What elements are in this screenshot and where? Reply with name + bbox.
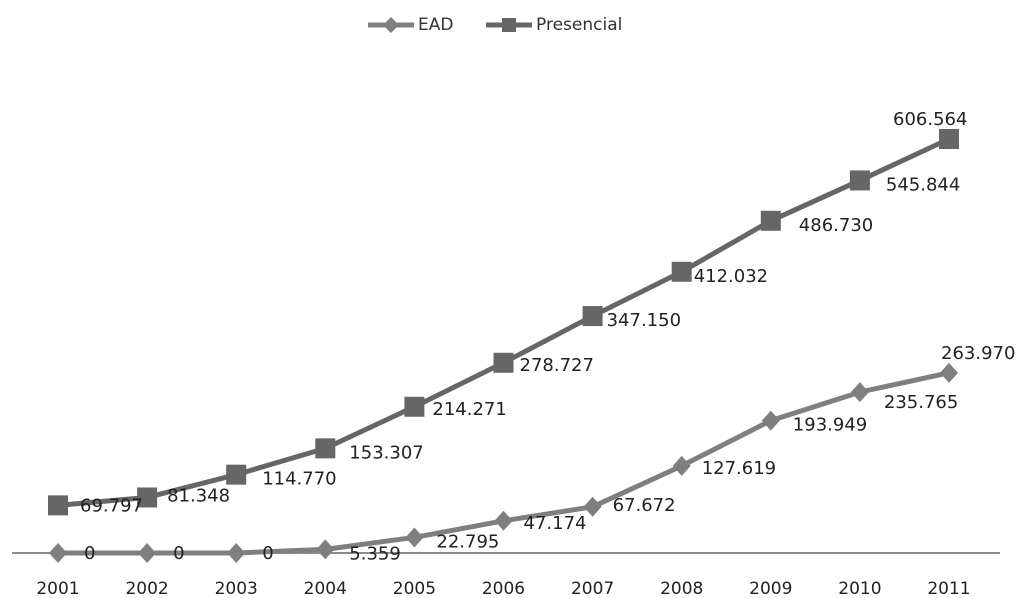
- x-tick-label: 2005: [393, 579, 436, 598]
- ead-data-label: 22.795: [436, 531, 499, 552]
- x-tick-label: 2009: [749, 579, 792, 598]
- ead-point-marker: [494, 510, 513, 531]
- ead-point-marker: [227, 543, 246, 563]
- ead-point-marker: [405, 527, 424, 548]
- ead-data-label: 47.174: [524, 513, 587, 534]
- presencial-point-marker: [582, 306, 603, 327]
- presencial-point-marker: [404, 396, 425, 417]
- ead-data-label: 0: [262, 543, 273, 564]
- presencial-data-label: 347.150: [607, 310, 681, 331]
- ead-point-marker: [138, 543, 157, 563]
- ead-data-label: 193.949: [793, 415, 867, 436]
- x-tick-label: 2003: [215, 579, 258, 598]
- ead-point-marker: [761, 410, 780, 431]
- ead-data-label: 263.970: [941, 343, 1015, 364]
- legend: EAD Presencial: [0, 10, 1022, 40]
- ead-point-marker: [583, 496, 602, 517]
- ead-data-label: 0: [173, 543, 184, 564]
- presencial-point-marker: [760, 210, 781, 231]
- presencial-data-label: 69.797: [80, 495, 143, 516]
- presencial-point-marker: [939, 129, 959, 149]
- legend-square-icon: [486, 18, 532, 32]
- x-tick-label: 2002: [125, 579, 168, 598]
- presencial-data-label: 486.730: [799, 215, 873, 236]
- x-tick-label: 2010: [838, 579, 881, 598]
- ead-point-marker: [316, 539, 335, 560]
- series-line-presencial: [57, 136, 951, 508]
- legend-item-presencial: Presencial: [486, 10, 622, 40]
- ead-point-marker: [672, 455, 691, 476]
- presencial-data-label: 114.770: [262, 469, 336, 490]
- presencial-point-marker: [137, 487, 158, 508]
- presencial-point-marker: [493, 352, 514, 373]
- presencial-point-marker: [671, 261, 692, 282]
- ead-point-marker: [49, 543, 67, 563]
- presencial-point-marker: [48, 495, 68, 516]
- presencial-data-label: 412.032: [694, 266, 768, 287]
- presencial-data-label: 545.844: [886, 174, 960, 195]
- presencial-data-label: 81.348: [167, 485, 230, 506]
- ead-data-label: 67.672: [613, 495, 676, 516]
- ead-data-label: 0: [84, 543, 95, 564]
- ead-data-label: 5.359: [349, 543, 401, 564]
- legend-item-ead: EAD: [368, 10, 453, 40]
- x-tick-label: 2007: [571, 579, 614, 598]
- presencial-data-label: 278.727: [520, 355, 594, 376]
- ead-data-label: 127.619: [702, 458, 776, 479]
- x-tick-label: 2001: [36, 579, 79, 598]
- presencial-data-label: 214.271: [432, 399, 506, 420]
- x-tick-label: 2011: [927, 579, 970, 598]
- presencial-point-marker: [849, 170, 870, 191]
- legend-diamond-icon: [368, 17, 414, 33]
- presencial-data-label: 153.307: [349, 442, 423, 463]
- ead-point-marker: [940, 362, 958, 383]
- presencial-data-label: 606.564: [893, 109, 967, 130]
- x-tick-label: 2008: [660, 579, 703, 598]
- legend-label-presencial: Presencial: [536, 15, 623, 35]
- x-tick-label: 2004: [304, 579, 347, 598]
- ead-point-marker: [850, 382, 869, 403]
- presencial-point-marker: [226, 464, 247, 485]
- ead-data-label: 235.765: [884, 392, 958, 413]
- x-tick-label: 2006: [482, 579, 525, 598]
- legend-label-ead: EAD: [418, 15, 454, 35]
- presencial-point-marker: [315, 438, 336, 459]
